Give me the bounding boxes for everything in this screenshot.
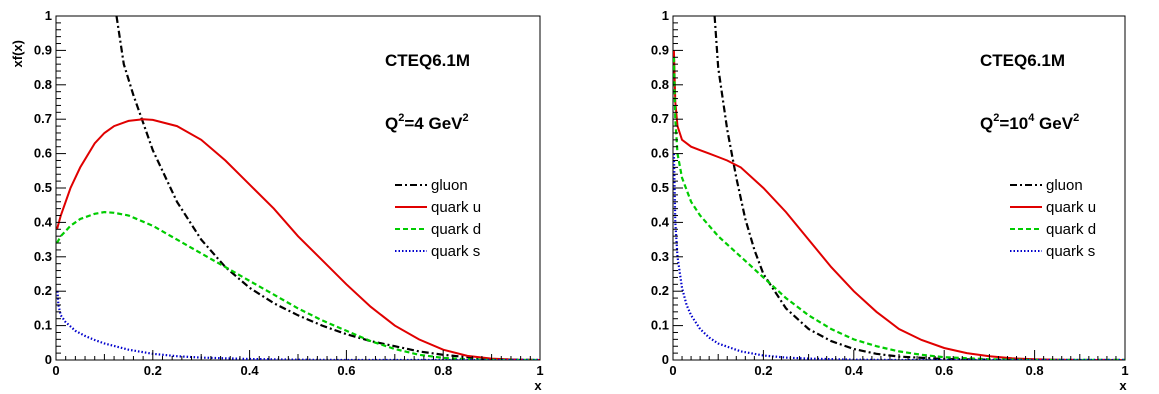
y-tick-label: 0.1 <box>34 318 52 333</box>
q2-exp: 2 <box>398 112 404 124</box>
y-tick-label: 0.9 <box>34 42 52 57</box>
x-tick-label: 0.4 <box>241 363 260 378</box>
y-tick-label: 0.3 <box>651 249 669 264</box>
y-tick-label: 1 <box>45 8 52 23</box>
y-tick-label: 0.7 <box>651 111 669 126</box>
axes-layer: 0 0.2 0.4 0.6 0.8 1 0 0.1 0.2 0.3 0.4 0.5 0.6 0.7 0.8 0… <box>651 8 1129 378</box>
legend: gluon quark u quark d quark s <box>395 177 481 260</box>
y-tick-label: 0.8 <box>34 77 52 92</box>
y-tick-label: 0.5 <box>34 180 52 195</box>
series-layer <box>56 16 540 360</box>
x-tick-label: 0.6 <box>337 363 355 378</box>
x-tick-label: 0.6 <box>935 363 953 378</box>
q2-unit: GeV <box>1034 114 1073 133</box>
y-tick-label: 0.9 <box>651 42 669 57</box>
x-tick-label: 1 <box>536 363 543 378</box>
series-line-quark-d <box>56 210 540 360</box>
q2-mid-exp: 4 <box>1028 112 1035 124</box>
q2-base: Q <box>980 114 993 133</box>
y-tick-label: 0.1 <box>651 318 669 333</box>
y-tick-label: 0 <box>45 352 52 367</box>
y-tick-label: 0.8 <box>651 77 669 92</box>
x-tick-label: 0 <box>669 363 676 378</box>
legend-label: quark s <box>431 243 480 260</box>
series-line-quark-u <box>673 50 1125 360</box>
x-tick-label: 0 <box>52 363 59 378</box>
q2-base: Q <box>385 114 398 133</box>
q2-unit-exp: 2 <box>462 112 468 124</box>
q2-unit-exp: 2 <box>1073 112 1079 124</box>
q2-mid: =10 <box>999 114 1028 133</box>
series-line-quark-s <box>56 291 540 360</box>
chart-right: 0 0.2 0.4 0.6 0.8 1 0 0.1 0.2 0.3 0.4 0.5 0.6 0.7 0.8 0… <box>651 8 1129 393</box>
y-tick-label: 1 <box>662 8 669 23</box>
chart-left: 0 0.2 0.4 0.6 0.8 1 0 0.1 0.2 0.3 0.4 0.5 0.6 0.7 0.8 0… <box>10 8 544 393</box>
legend-label: gluon <box>431 177 468 194</box>
series-line-quark-u <box>56 118 540 360</box>
q2-exp: 2 <box>993 112 999 124</box>
y-tick-label: 0.4 <box>34 214 53 229</box>
pdf-set-label: CTEQ6.1M <box>980 51 1065 70</box>
series-line-quark-d <box>673 57 1125 360</box>
pdf-set-label: CTEQ6.1M <box>385 51 470 70</box>
y-tick-label: 0.6 <box>651 146 669 161</box>
x-tick-label: 0.4 <box>845 363 864 378</box>
series-line-gluon <box>115 16 540 360</box>
x-tick-label: 0.8 <box>1026 363 1044 378</box>
y-tick-label: 0.7 <box>34 111 52 126</box>
y-tick-label: 0.6 <box>34 146 52 161</box>
y-tick-label: 0.2 <box>651 283 669 298</box>
y-tick-label: 0 <box>662 352 669 367</box>
q2-mid: =4 GeV <box>404 114 463 133</box>
series-layer <box>673 16 1125 360</box>
legend-label: quark u <box>431 199 481 216</box>
y-tick-label: 0.3 <box>34 249 52 264</box>
x-tick-label: 1 <box>1121 363 1128 378</box>
series-line-quark-s <box>673 153 1125 360</box>
legend: gluon quark u quark d quark s <box>1010 177 1096 260</box>
x-tick-label: 0.2 <box>144 363 162 378</box>
legend-label: gluon <box>1046 177 1083 194</box>
y-tick-label: 0.5 <box>651 180 669 195</box>
x-tick-label: 0.2 <box>754 363 772 378</box>
x-axis-title: x <box>1119 378 1127 393</box>
legend-label: quark s <box>1046 243 1095 260</box>
y-tick-label: 0.4 <box>651 214 670 229</box>
legend-label: quark u <box>1046 199 1096 216</box>
legend-label: quark d <box>1046 221 1096 238</box>
x-tick-label: 0.8 <box>434 363 452 378</box>
axes-layer: 0 0.2 0.4 0.6 0.8 1 0 0.1 0.2 0.3 0.4 0.5 0.6 0.7 0.8 0… <box>34 8 544 378</box>
y-axis-title: xf(x) <box>10 40 25 67</box>
q2-label: Q2=104 GeV2 <box>980 112 1079 133</box>
y-tick-label: 0.2 <box>34 283 52 298</box>
q2-label: Q2=4 GeV2 <box>385 112 469 133</box>
legend-label: quark d <box>431 221 481 238</box>
x-axis-title: x <box>534 378 542 393</box>
